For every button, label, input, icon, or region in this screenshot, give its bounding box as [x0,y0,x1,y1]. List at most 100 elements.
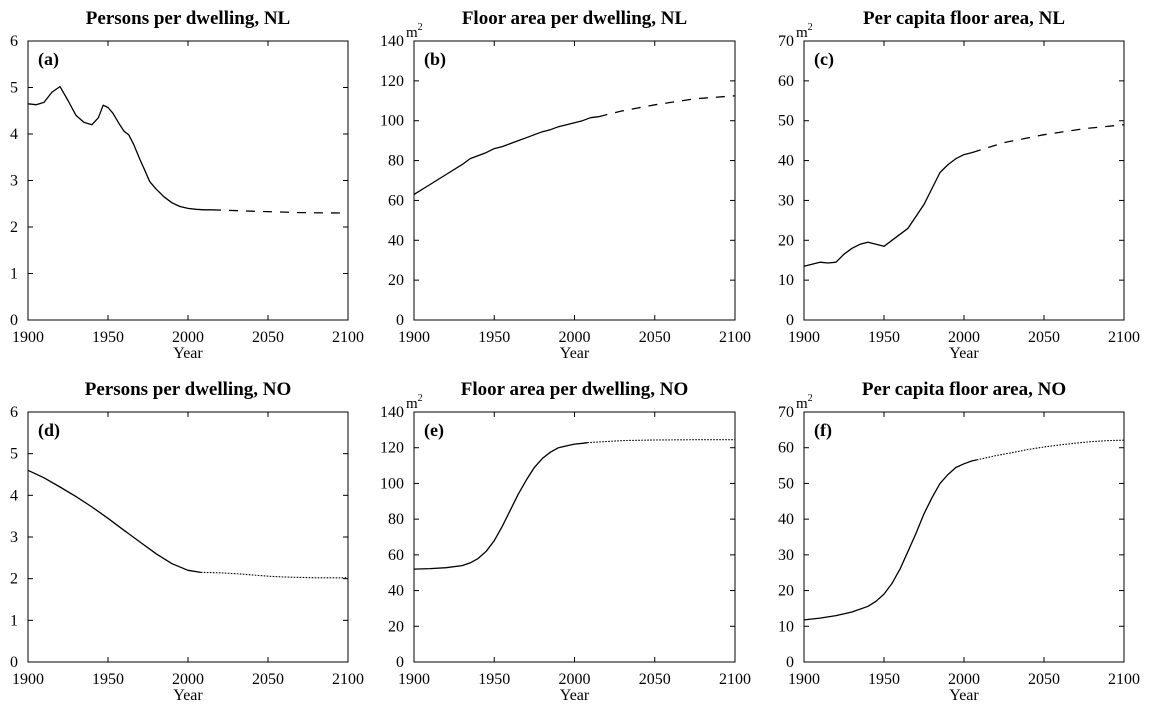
y-tick-label: 6 [10,404,18,421]
x-tick-label: 2100 [1108,671,1140,688]
y-tick-label: 20 [388,618,404,635]
y-tick-label: 30 [778,547,794,564]
x-tick-label: 1900 [12,329,44,346]
x-tick-label: 2050 [252,671,284,688]
chart-title: Floor area per dwelling, NO [461,379,688,400]
x-tick-label: 2050 [639,329,671,346]
y-tick-label: 100 [380,475,404,492]
y-tick-label: 100 [380,113,404,130]
plot-frame [413,40,736,321]
x-tick-label: 2000 [948,329,980,346]
chart-panel-a: Persons per dwelling, NL (a) 0 1 2 3 4 5 6 1900 19… [10,8,364,362]
x-tick-label: 2000 [559,671,591,688]
y-tick-label: 50 [778,475,794,492]
panel-label: (d) [38,420,60,441]
x-tick-label: 2000 [172,671,204,688]
series-line-solid-0 [27,85,212,211]
y-tick-label: 0 [10,654,18,671]
y-tick-label: 40 [778,153,794,170]
y-tick-label: 120 [380,73,404,90]
y-tick-label: 1 [10,612,18,629]
series-line-solid-0 [803,151,973,267]
y-tick-label: 20 [778,583,794,600]
y-tick-label: 60 [388,192,404,209]
y-tick-label: 140 [380,404,404,421]
unit-superscript: 2 [418,393,423,404]
y-tick-label: 4 [10,126,18,143]
chart-panel-d: Persons per dwelling, NO (d) 0 1 2 3 4 5 6 1900 19… [10,379,364,704]
x-axis-label: Year [949,345,979,362]
y-tick-label: 40 [388,583,404,600]
y-tick-label: 2 [10,571,18,588]
x-tick-label: 2000 [559,329,591,346]
x-tick-label: 2100 [332,329,364,346]
x-tick-label: 2050 [252,329,284,346]
x-tick-label: 2100 [332,671,364,688]
y-tick-label: 50 [778,113,794,130]
y-tick-label: 60 [778,73,794,90]
y-tick-label: 2 [10,219,18,236]
chart-panel-c: Per capita floor area, NL (c) 0 10 20 30 40 50 6… [778,8,1140,362]
x-axis-label: Year [173,345,203,362]
panel-label: (c) [814,49,834,70]
y-tick-label: 10 [778,272,794,289]
unit-base: m [796,25,808,41]
plot-frame [27,40,349,321]
y-tick-label: 5 [10,446,18,463]
y-tick-label: 70 [778,404,794,421]
y-tick-label: 4 [10,487,18,504]
y-tick-label: 5 [10,80,18,97]
series-line-dashed-1 [971,124,1125,154]
plot-frame [803,411,1125,663]
y-tick-label: 0 [396,654,404,671]
series-line-dotted-1 [587,439,735,444]
x-tick-label: 1950 [478,671,510,688]
y-tick-label: 40 [388,232,404,249]
series-line-dashed-1 [598,95,736,118]
x-tick-label: 2100 [1108,329,1140,346]
series-line-dotted-1 [976,439,1125,461]
y-tick-label: 40 [778,511,794,528]
y-tick-label: 60 [388,547,404,564]
y-tick-label: 3 [10,173,18,190]
panel-label: (a) [38,49,59,70]
x-tick-label: 2050 [1028,329,1060,346]
x-tick-label: 1950 [92,671,124,688]
y-tick-label: 120 [380,440,404,457]
x-tick-label: 1900 [788,329,820,346]
unit-superscript: 2 [808,393,813,404]
plot-frame [803,40,1125,321]
x-tick-label: 2100 [719,329,751,346]
unit-base: m [406,396,418,412]
x-tick-label: 1950 [478,329,510,346]
unit-superscript: 2 [808,22,813,33]
y-tick-label: 30 [778,192,794,209]
series-line-dotted-1 [200,571,348,579]
x-tick-label: 2050 [639,671,671,688]
unit-label: m2 [406,22,423,41]
unit-label: m2 [796,22,813,41]
x-tick-label: 1900 [12,671,44,688]
series-line-solid-0 [803,459,977,621]
y-tick-label: 0 [786,654,794,671]
chart-panel-e: Floor area per dwelling, NO (e) 0 20 40 60 80 1… [380,379,751,704]
x-tick-label: 1950 [868,329,900,346]
x-tick-label: 1900 [788,671,820,688]
chart-title: Persons per dwelling, NO [85,379,292,400]
y-tick-label: 20 [778,232,794,249]
series-line-solid-0 [27,469,201,574]
unit-base: m [796,396,808,412]
chart-title: Persons per dwelling, NL [86,8,290,29]
unit-label: m2 [406,393,423,412]
y-tick-label: 10 [778,618,794,635]
panel-label: (f) [814,420,832,441]
y-tick-label: 1 [10,266,18,283]
y-tick-label: 0 [786,312,794,329]
x-axis-label: Year [560,687,590,704]
y-tick-label: 70 [778,33,794,50]
y-tick-label: 3 [10,529,18,546]
y-tick-label: 0 [396,312,404,329]
y-tick-label: 0 [10,312,18,329]
